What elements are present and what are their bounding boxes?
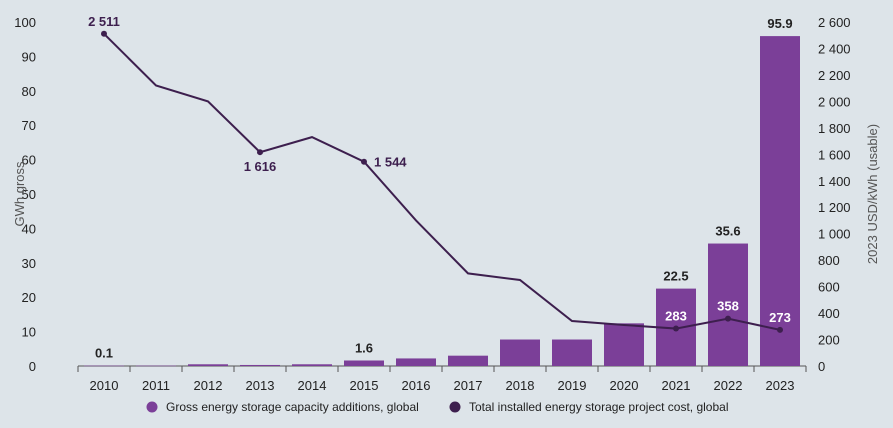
- bar-capacity: [188, 364, 228, 366]
- x-tick-label: 2012: [194, 378, 223, 393]
- y-left-tick-label: 10: [22, 325, 36, 340]
- y-left-tick-label: 100: [14, 15, 36, 30]
- x-tick-label: 2020: [610, 378, 639, 393]
- y-right-tick-label: 2 200: [818, 68, 851, 83]
- y-right-tick-label: 1 200: [818, 200, 851, 215]
- legend-swatch-cost: [449, 401, 461, 413]
- y-right-tick-label: 200: [818, 333, 840, 348]
- x-tick-label: 2017: [454, 378, 483, 393]
- x-tick-label: 2021: [662, 378, 691, 393]
- y-left-tick-label: 50: [22, 187, 36, 202]
- x-tick-label: 2018: [506, 378, 535, 393]
- y-right-axis-title: 2023 USD/kWh (usable): [865, 124, 880, 264]
- x-tick-label: 2019: [558, 378, 587, 393]
- bar-capacity: [240, 364, 280, 366]
- y-left-tick-label: 0: [29, 359, 36, 374]
- y-left-tick-label: 40: [22, 221, 36, 236]
- line-data-label: 358: [717, 299, 739, 314]
- y-right-tick-label: 1 000: [818, 227, 851, 242]
- y-left-tick-label: 70: [22, 118, 36, 133]
- bar-capacity: [136, 365, 176, 367]
- y-right-tick-label: 1 600: [818, 147, 851, 162]
- y-right-tick-label: 0: [818, 359, 825, 374]
- line-marker: [361, 158, 367, 165]
- line-marker: [101, 30, 107, 37]
- y-right-tick-label: 600: [818, 280, 840, 295]
- bar-capacity: [552, 339, 592, 366]
- x-tick-label: 2014: [298, 378, 327, 393]
- bar-capacity: [292, 364, 332, 366]
- x-tick-label: 2016: [402, 378, 431, 393]
- line-data-label: 283: [665, 309, 687, 324]
- bar-data-label: 0.1: [95, 346, 113, 361]
- bar-capacity: [344, 360, 384, 366]
- y-right-tick-label: 1 400: [818, 174, 851, 189]
- y-right-tick-label: 400: [818, 306, 840, 321]
- bar-capacity: [448, 355, 488, 366]
- line-marker: [257, 149, 263, 156]
- bar-capacity: [604, 323, 644, 366]
- legend-label-cost: Total installed energy storage project c…: [469, 400, 728, 414]
- y-left-tick-label: 90: [22, 49, 36, 64]
- line-cost: [103, 33, 781, 331]
- line-marker: [777, 326, 783, 333]
- line-data-label: 2 511: [88, 14, 120, 29]
- legend-swatch-capacity: [146, 401, 158, 413]
- line-marker: [725, 315, 731, 322]
- x-tick-label: 2011: [142, 378, 170, 393]
- x-tick-label: 2013: [246, 378, 275, 393]
- x-tick-label: 2015: [350, 378, 379, 393]
- y-right-tick-label: 2 400: [818, 41, 851, 56]
- y-left-tick-label: 20: [22, 290, 36, 305]
- y-right-tick-label: 1 800: [818, 121, 851, 136]
- y-right-tick-label: 2 600: [818, 15, 851, 30]
- line-data-label: 273: [769, 310, 791, 325]
- bar-capacity: [500, 339, 540, 366]
- bar-data-label: 95.9: [767, 16, 792, 31]
- y-left-axis-title: GWh gross: [12, 161, 27, 227]
- x-tick-label: 2022: [714, 378, 743, 393]
- x-tick-label: 2010: [90, 378, 119, 393]
- bar-capacity: [84, 365, 124, 367]
- y-left-tick-label: 60: [22, 153, 36, 168]
- bar-capacity: [396, 358, 436, 366]
- y-right-tick-label: 2 000: [818, 94, 851, 109]
- line-marker: [673, 325, 679, 332]
- bar-capacity: [760, 36, 800, 366]
- y-left-tick-label: 30: [22, 256, 36, 271]
- bar-data-label: 1.6: [355, 340, 373, 355]
- y-right-tick-label: 800: [818, 253, 840, 268]
- bar-data-label: 35.6: [715, 224, 740, 239]
- y-left-tick-label: 80: [22, 84, 36, 99]
- line-data-label: 1 544: [374, 155, 407, 170]
- bar-capacity: [708, 243, 748, 366]
- bar-data-label: 22.5: [663, 269, 688, 284]
- legend-label-capacity: Gross energy storage capacity additions,…: [166, 400, 419, 414]
- line-data-label: 1 616: [244, 159, 277, 174]
- x-tick-label: 2023: [766, 378, 795, 393]
